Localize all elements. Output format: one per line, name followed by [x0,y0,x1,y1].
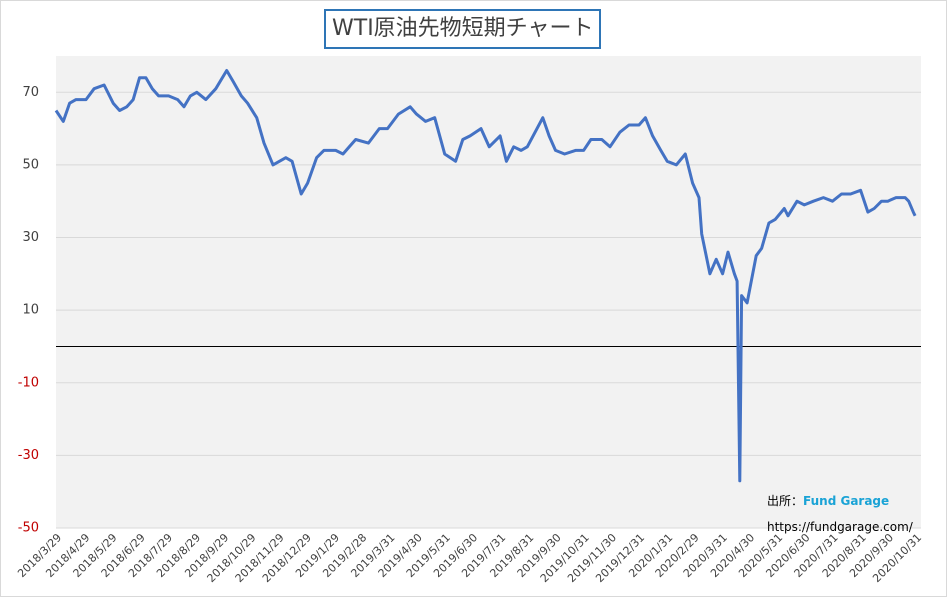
source-line: 出所：Fund Garage [767,488,913,514]
y-tick-label: -10 [18,375,39,390]
y-tick-label: -50 [18,521,39,536]
y-tick-label: -30 [18,448,39,463]
source-url: https://fundgarage.com/ [767,520,913,534]
y-tick-label: 10 [22,303,39,318]
plot-area [56,56,921,528]
price-line [54,69,917,483]
source-label: 出所： [767,494,804,508]
chart-title: WTI原油先物短期チャート [324,9,602,49]
y-tick-label: 30 [22,230,39,245]
source-name: Fund Garage [803,494,890,508]
source-note: 出所：Fund Garage https://fundgarage.com/ [767,488,913,540]
y-tick-label: 70 [22,85,39,100]
y-tick-label: 50 [22,157,39,172]
